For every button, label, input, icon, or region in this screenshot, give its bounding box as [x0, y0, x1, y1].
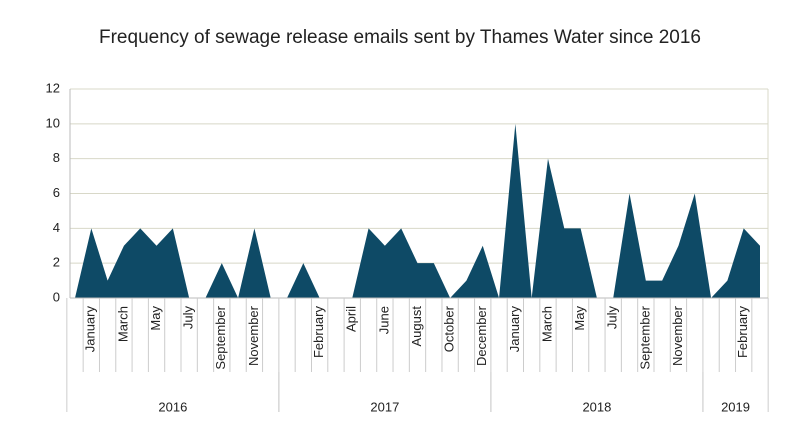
y-tick-label: 2 [53, 255, 60, 270]
group-label: 2019 [721, 399, 750, 414]
x-tick-label: February [735, 306, 750, 359]
x-tick-label: January [507, 306, 522, 353]
y-tick-label: 6 [53, 185, 60, 200]
x-tick-label: September [213, 305, 228, 369]
group-label: 2018 [582, 399, 611, 414]
x-tick-label: November [246, 305, 261, 366]
x-tick-label: December [474, 305, 489, 366]
y-tick-label: 8 [53, 150, 60, 165]
y-tick-label: 12 [46, 80, 60, 95]
group-label: 2016 [158, 399, 187, 414]
x-tick-label: March [115, 306, 130, 342]
x-tick-label: May [572, 306, 587, 331]
x-tick-label: May [148, 306, 163, 331]
chart-title: Frequency of sewage release emails sent … [99, 27, 701, 48]
group-label: 2017 [370, 399, 399, 414]
y-tick-label: 10 [46, 115, 60, 130]
area [75, 123, 760, 298]
x-tick-label: November [670, 305, 685, 366]
y-tick-label: 0 [53, 289, 60, 304]
x-tick-label: October [442, 305, 457, 352]
x-tick-label: February [311, 306, 326, 359]
x-tick-label: April [344, 306, 359, 332]
x-tick-label: August [409, 306, 424, 347]
x-tick-label: July [605, 306, 620, 330]
x-tick-label: July [181, 306, 196, 330]
x-tick-label: September [637, 305, 652, 369]
x-tick-label: January [83, 306, 98, 353]
y-tick-label: 4 [53, 220, 60, 235]
x-tick-label: March [539, 306, 554, 342]
x-tick-label: June [376, 306, 391, 334]
